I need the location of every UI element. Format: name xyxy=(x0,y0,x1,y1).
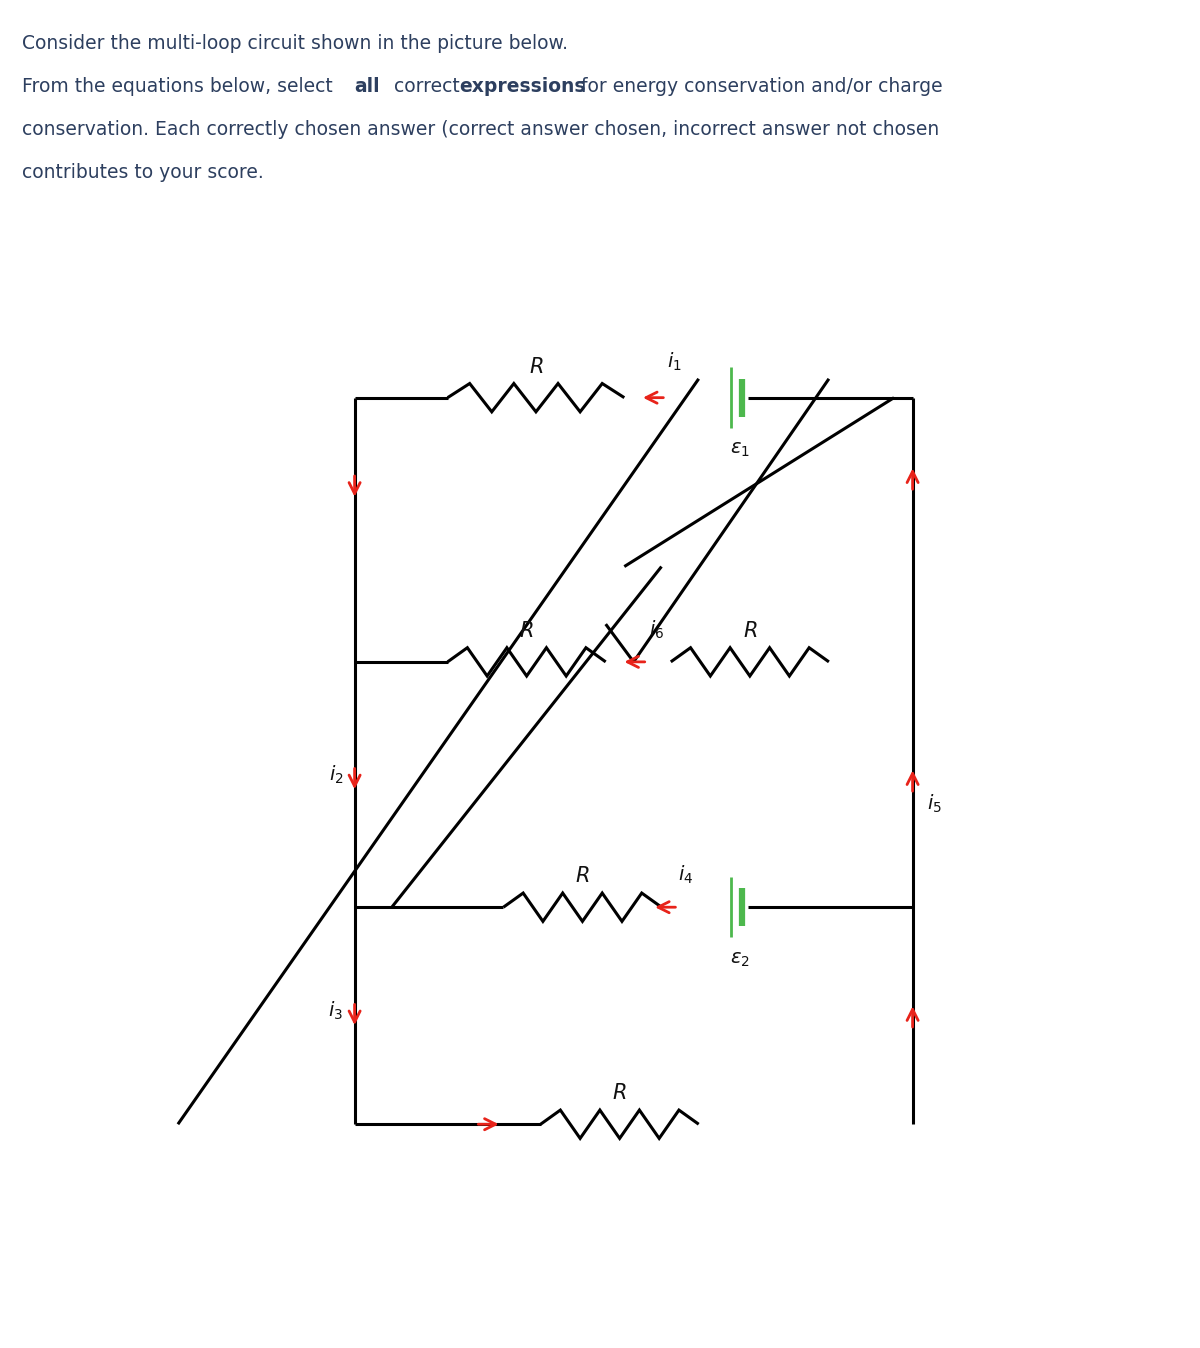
Text: $R$: $R$ xyxy=(529,357,544,377)
Text: $\epsilon_2$: $\epsilon_2$ xyxy=(730,949,750,969)
Text: $i_5$: $i_5$ xyxy=(926,793,942,814)
Text: $R$: $R$ xyxy=(520,621,534,642)
Text: $i_6$: $i_6$ xyxy=(649,619,665,642)
Text: $R$: $R$ xyxy=(612,1084,626,1104)
Text: $i_3$: $i_3$ xyxy=(329,1000,343,1022)
Text: expressions: expressions xyxy=(460,77,586,96)
Text: $R$: $R$ xyxy=(575,867,589,887)
Text: $R$: $R$ xyxy=(743,621,757,642)
Text: contributes to your score.: contributes to your score. xyxy=(22,163,263,182)
Text: all: all xyxy=(354,77,379,96)
Text: Consider the multi-loop circuit shown in the picture below.: Consider the multi-loop circuit shown in… xyxy=(22,34,568,53)
Text: conservation. Each correctly chosen answer (correct answer chosen, incorrect ans: conservation. Each correctly chosen answ… xyxy=(22,120,938,139)
Text: for energy conservation and/or charge: for energy conservation and/or charge xyxy=(575,77,942,96)
Text: $\epsilon_1$: $\epsilon_1$ xyxy=(730,439,750,460)
Text: From the equations below, select: From the equations below, select xyxy=(22,77,338,96)
Text: $i_1$: $i_1$ xyxy=(667,350,682,373)
Text: $i_2$: $i_2$ xyxy=(329,764,343,786)
Text: correct: correct xyxy=(388,77,466,96)
Text: $i_4$: $i_4$ xyxy=(678,864,694,887)
